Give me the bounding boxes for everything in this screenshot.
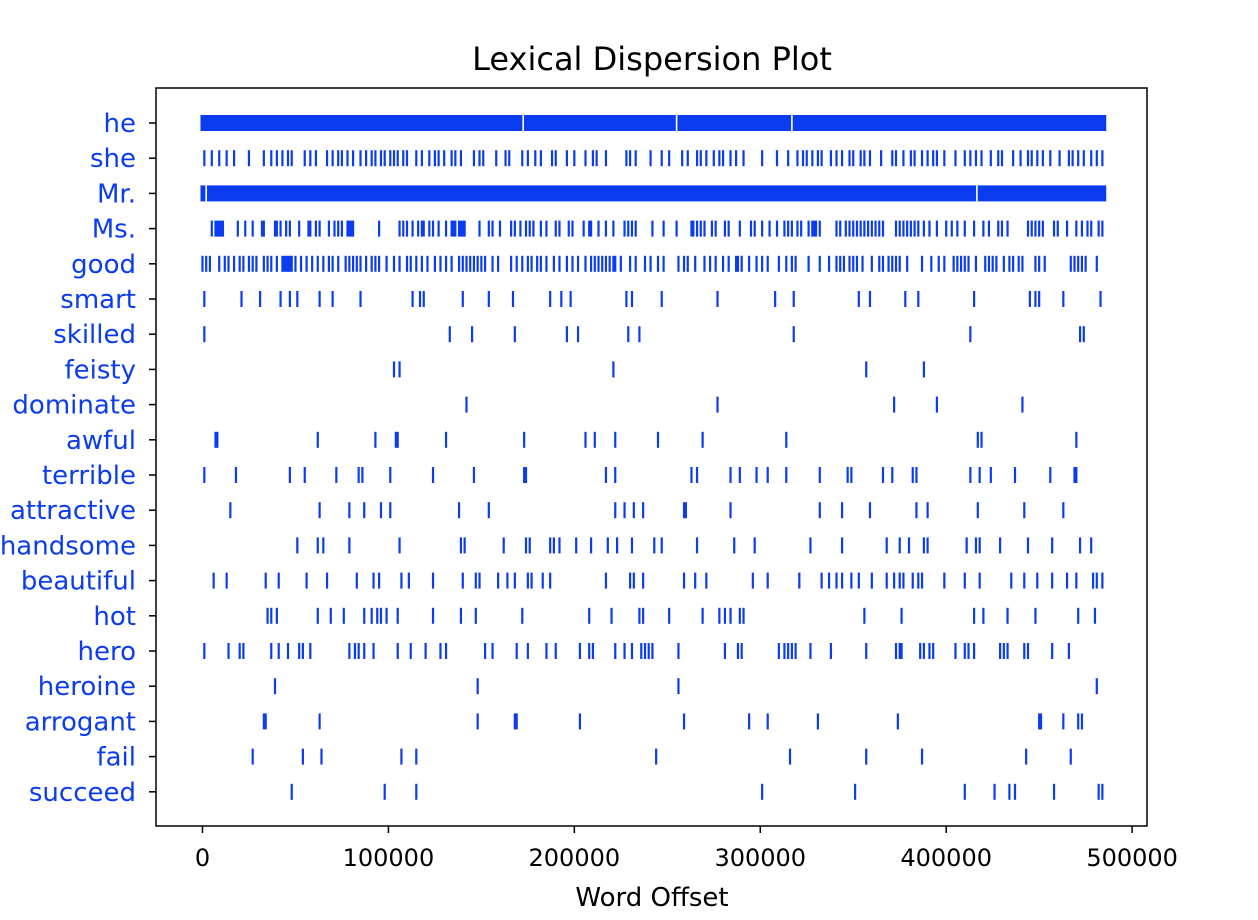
y-tick-label: skilled — [53, 320, 136, 350]
y-tick-label: good — [71, 250, 136, 280]
y-tick-label: feisty — [65, 355, 137, 385]
y-tick-label: hero — [78, 637, 137, 667]
dispersion-marks — [200, 115, 1107, 800]
dense-occurrence-band — [200, 185, 1107, 202]
x-tick-label: 200000 — [529, 844, 621, 872]
plot-frame — [155, 87, 1148, 827]
x-tick-label: 500000 — [1086, 844, 1178, 872]
y-tick-label: terrible — [42, 461, 136, 491]
band-gap — [522, 115, 525, 131]
band-gap — [791, 115, 793, 131]
y-tick-label: attractive — [10, 496, 136, 526]
y-tick-label: dominate — [12, 391, 136, 421]
x-tick-label: 100000 — [343, 844, 435, 872]
y-tick-label: smart — [60, 285, 136, 315]
y-tick-label: fail — [96, 743, 136, 773]
band-gap — [976, 185, 978, 202]
dense-occurrence-band — [200, 115, 1107, 131]
y-tick-label: heroine — [38, 672, 136, 702]
axis-ticks: 0 100000 200000 300000 400000 500000 he she Mr. M… — [0, 109, 1178, 872]
y-tick-label: arrogant — [25, 707, 136, 737]
y-tick-label: handsome — [0, 531, 136, 561]
y-tick-label: Ms. — [92, 215, 136, 245]
y-tick-label: he — [104, 109, 136, 139]
y-tick-label: awful — [66, 426, 136, 456]
x-tick-label: 0 — [195, 844, 210, 872]
y-tick-label: Mr. — [97, 179, 136, 209]
y-tick-label: succeed — [29, 778, 136, 808]
x-tick-label: 300000 — [714, 844, 806, 872]
y-tick-label: she — [90, 144, 136, 174]
y-tick-label: hot — [93, 602, 136, 632]
y-tick-label: beautiful — [21, 567, 136, 597]
x-axis-label: Word Offset — [575, 883, 728, 913]
band-gap — [205, 185, 208, 202]
chart-title: Lexical Dispersion Plot — [472, 40, 832, 78]
x-tick-label: 400000 — [900, 844, 992, 872]
band-gap — [675, 115, 678, 131]
